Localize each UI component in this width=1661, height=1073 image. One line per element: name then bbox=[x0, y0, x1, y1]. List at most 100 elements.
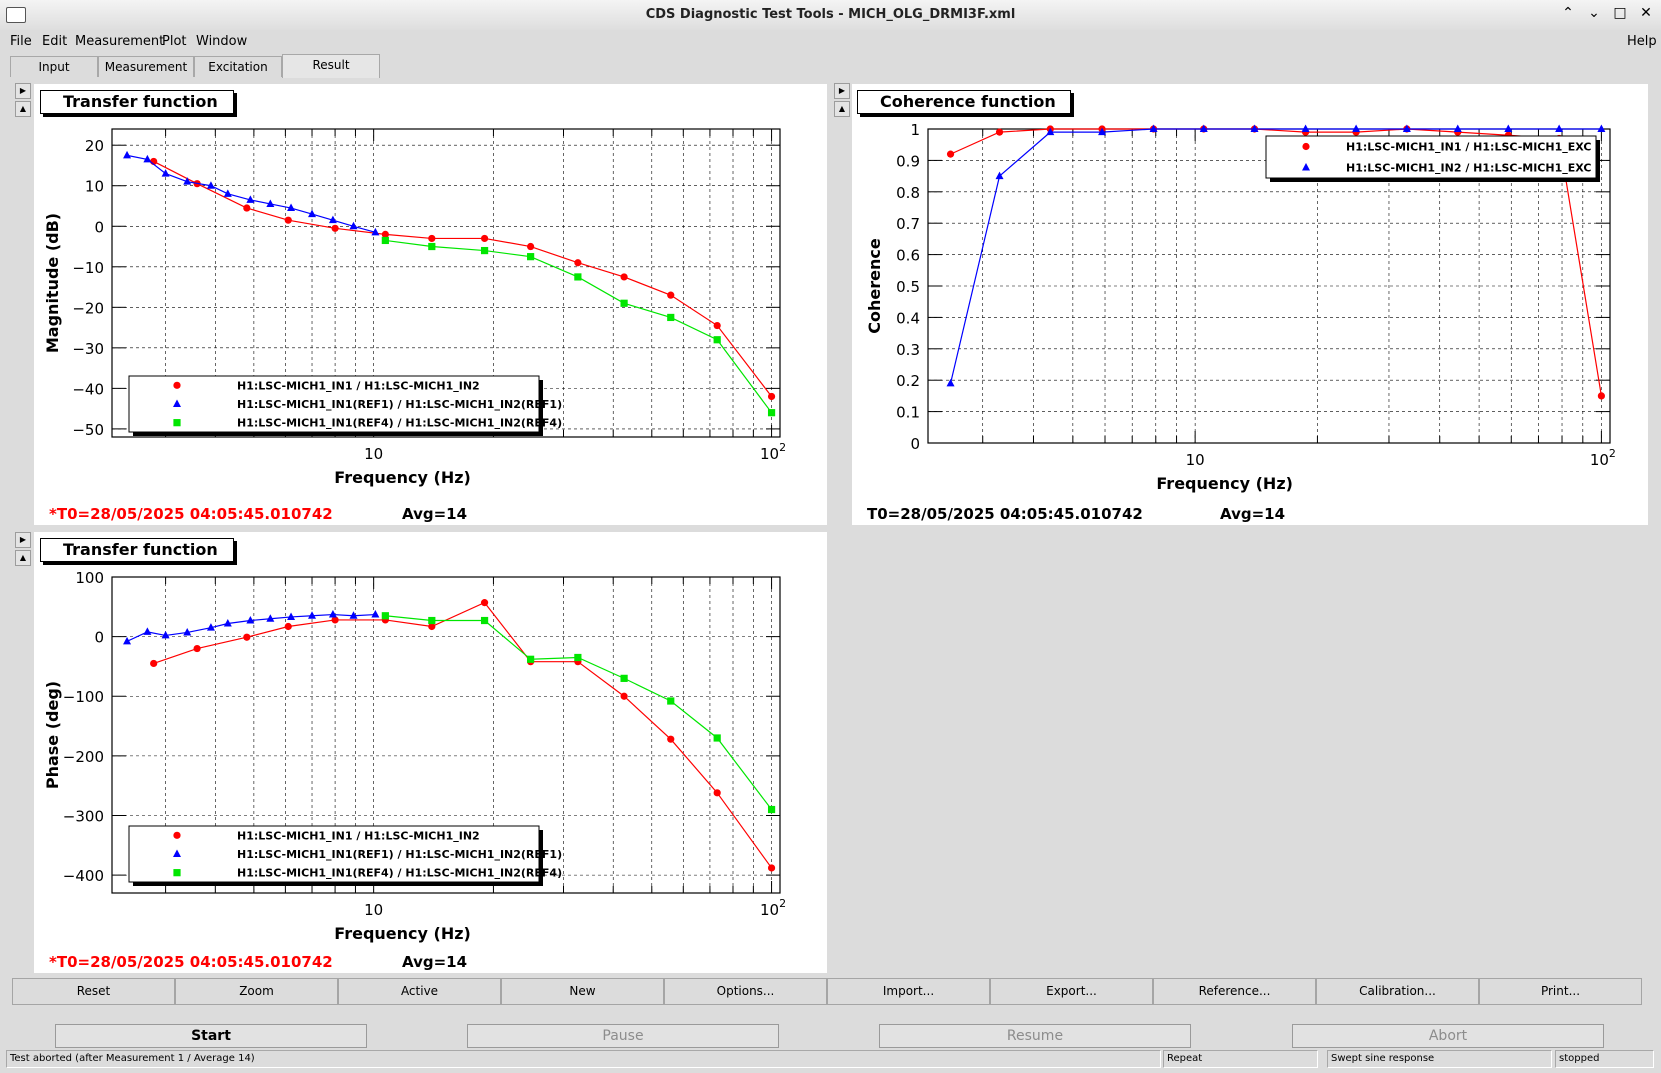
status-state: stopped bbox=[1555, 1050, 1654, 1068]
legend-marker bbox=[1302, 142, 1310, 151]
data-point bbox=[266, 614, 275, 622]
arrow-up-icon[interactable]: ▲ bbox=[15, 550, 31, 566]
arrow-right-icon[interactable]: ▶ bbox=[15, 532, 31, 548]
reset-button[interactable]: Reset bbox=[12, 978, 175, 1005]
data-point bbox=[161, 169, 170, 177]
y-tick-label: 0.7 bbox=[896, 215, 920, 233]
data-point bbox=[223, 189, 232, 197]
data-point bbox=[143, 627, 152, 635]
y-tick-label: −30 bbox=[72, 340, 104, 358]
print-button[interactable]: Print... bbox=[1479, 978, 1642, 1005]
data-point bbox=[193, 644, 201, 653]
legend-marker bbox=[173, 381, 181, 389]
data-point bbox=[428, 622, 436, 631]
t0-label: *T0=28/05/2025 04:05:45.010742 bbox=[49, 953, 333, 971]
legend-label: H1:LSC-MICH1_IN1 / H1:LSC-MICH1_IN2 bbox=[237, 379, 480, 392]
options-button[interactable]: Options... bbox=[664, 978, 827, 1005]
series-line bbox=[153, 160, 773, 397]
data-point bbox=[1046, 127, 1055, 136]
data-point bbox=[667, 697, 675, 705]
import-button[interactable]: Import... bbox=[827, 978, 990, 1005]
x-tick-exponent: 2 bbox=[779, 897, 786, 910]
close-icon[interactable]: ✕ bbox=[1640, 5, 1652, 21]
data-point bbox=[767, 392, 776, 401]
menu-file[interactable]: File bbox=[10, 34, 32, 49]
menu-window[interactable]: Window bbox=[196, 34, 248, 49]
data-point bbox=[527, 655, 535, 663]
export-button[interactable]: Export... bbox=[990, 978, 1153, 1005]
x-tick-label: 10 bbox=[1590, 451, 1609, 469]
minimize-icon[interactable]: ⌄ bbox=[1588, 5, 1600, 21]
legend-marker bbox=[1302, 163, 1310, 171]
legend-marker bbox=[173, 869, 181, 877]
legend-label: H1:LSC-MICH1_IN1 / H1:LSC-MICH1_EXC bbox=[1346, 141, 1591, 154]
data-point bbox=[381, 230, 389, 238]
coherence-plot-pad[interactable]: 0 0.1 0.2 0.3 0.4 0.5 0.6 0.7 0.8 0.9 1 10 10 2 Freque… bbox=[852, 84, 1648, 525]
tab-input[interactable]: Input bbox=[10, 56, 98, 77]
series-line bbox=[385, 615, 773, 810]
window-title: CDS Diagnostic Test Tools - MICH_OLG_DRM… bbox=[645, 7, 1016, 22]
legend-label: H1:LSC-MICH1_IN1(REF1) / H1:LSC-MICH1_IN… bbox=[237, 848, 562, 861]
data-point bbox=[243, 204, 251, 212]
data-point bbox=[527, 242, 535, 251]
phase-plot-pad[interactable]: 100 0 −100 −200 −300 −400 10 10 2 Frequency (Hz) P… bbox=[34, 532, 827, 973]
avg-label: Avg=14 bbox=[402, 953, 468, 971]
data-point bbox=[527, 253, 535, 261]
data-point bbox=[767, 864, 776, 872]
plot-frame bbox=[111, 576, 781, 894]
y-tick-label: 0.8 bbox=[896, 184, 920, 202]
data-point bbox=[284, 622, 292, 631]
abort-button[interactable]: Abort bbox=[1292, 1024, 1604, 1048]
menu-edit[interactable]: Edit bbox=[42, 34, 68, 49]
data-point bbox=[349, 611, 358, 619]
avg-label: Avg=14 bbox=[1220, 505, 1286, 523]
legend-marker bbox=[173, 831, 181, 839]
maximize-icon[interactable]: □ bbox=[1613, 5, 1627, 21]
data-point bbox=[428, 616, 436, 625]
active-button[interactable]: Active bbox=[338, 978, 501, 1005]
data-point bbox=[246, 195, 255, 203]
data-point bbox=[620, 299, 628, 307]
legend-box bbox=[128, 375, 540, 433]
data-point bbox=[287, 612, 296, 620]
arrow-up-icon[interactable]: ▲ bbox=[834, 101, 850, 117]
menu-measurement[interactable]: Measurement bbox=[75, 34, 165, 49]
resume-button[interactable]: Resume bbox=[879, 1024, 1191, 1048]
arrow-up-icon[interactable]: ▲ bbox=[15, 101, 31, 117]
y-axis-label: Magnitude (dB) bbox=[43, 213, 62, 353]
start-button[interactable]: Start bbox=[55, 1024, 367, 1048]
y-tick-label: 1 bbox=[910, 121, 920, 139]
y-tick-label: −20 bbox=[72, 299, 104, 317]
collapse-icon[interactable]: ⌃ bbox=[1562, 5, 1574, 21]
data-point bbox=[206, 623, 215, 631]
data-point bbox=[1098, 127, 1107, 136]
reference-button[interactable]: Reference... bbox=[1153, 978, 1316, 1005]
tab-excitation[interactable]: Excitation bbox=[194, 56, 282, 77]
x-tick-label: 10 bbox=[760, 901, 779, 919]
data-point bbox=[713, 789, 721, 797]
tab-measurement[interactable]: Measurement bbox=[98, 56, 194, 77]
y-tick-label: −300 bbox=[63, 807, 104, 825]
arrow-right-icon[interactable]: ▶ bbox=[15, 83, 31, 99]
magnitude-plot-pad[interactable]: 20 10 0 −10 −20 −30 −40 −50 10 10 2 Frequency (Hz) M… bbox=[34, 84, 827, 525]
data-point bbox=[349, 221, 358, 230]
t0-label: T0=28/05/2025 04:05:45.010742 bbox=[867, 505, 1143, 523]
app-icon[interactable] bbox=[6, 7, 26, 23]
zoom-button[interactable]: Zoom bbox=[175, 978, 338, 1005]
tab-result[interactable]: Result bbox=[282, 54, 380, 78]
data-point bbox=[266, 199, 275, 207]
menu-plot[interactable]: Plot bbox=[162, 34, 187, 49]
menu-help[interactable]: Help bbox=[1627, 34, 1657, 49]
data-point bbox=[667, 291, 675, 299]
data-point bbox=[1597, 124, 1606, 132]
status-message: Test aborted (after Measurement 1 / Aver… bbox=[6, 1050, 1161, 1068]
new-button[interactable]: New bbox=[501, 978, 664, 1005]
arrow-right-icon[interactable]: ▶ bbox=[834, 83, 850, 99]
series-line bbox=[153, 601, 773, 869]
data-point bbox=[620, 273, 628, 281]
calibration-button[interactable]: Calibration... bbox=[1316, 978, 1479, 1005]
pause-button[interactable]: Pause bbox=[467, 1024, 779, 1048]
